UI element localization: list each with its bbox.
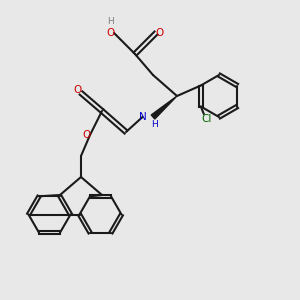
Text: H: H bbox=[107, 17, 114, 26]
Text: O: O bbox=[106, 28, 115, 38]
Text: O: O bbox=[155, 28, 164, 38]
Text: H: H bbox=[151, 120, 158, 129]
Polygon shape bbox=[151, 96, 177, 119]
Text: Cl: Cl bbox=[202, 113, 212, 124]
Text: O: O bbox=[74, 85, 82, 95]
Text: N: N bbox=[139, 112, 146, 122]
Text: O: O bbox=[82, 130, 91, 140]
